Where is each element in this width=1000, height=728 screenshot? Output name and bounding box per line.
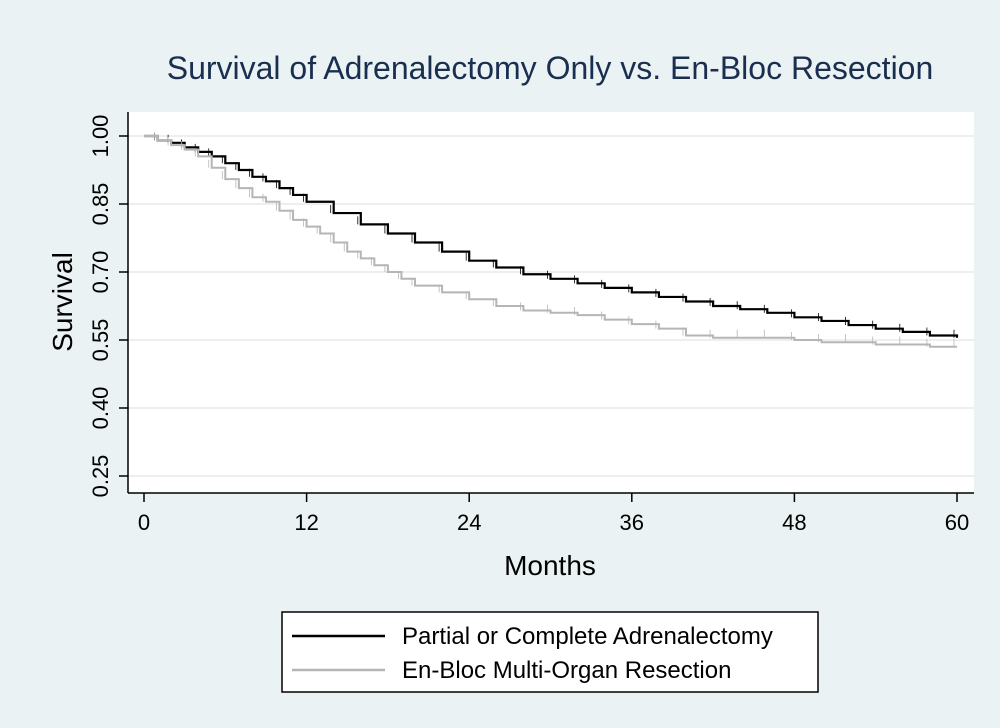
series-line-1 [144,135,957,348]
y-tick-label-0: 0.25 [88,455,113,498]
y-tick-label-4: 0.85 [88,183,113,226]
censor-marks-1 [154,132,955,347]
x-tick-label-1: 12 [294,510,318,535]
y-tick-label-5: 1.00 [88,115,113,158]
x-tick-label-0: 0 [138,510,150,535]
series-line-0 [144,134,959,338]
x-tick-label-2: 24 [457,510,481,535]
legend-label-en-bloc: En-Bloc Multi-Organ Resection [402,657,731,684]
plot-area [128,112,974,493]
grid [128,135,974,477]
x-axis-title: Months [504,550,596,581]
legend: Partial or Complete Adrenalectomy En-Blo… [281,611,819,693]
x-tick-label-5: 60 [945,510,969,535]
y-tick-label-1: 0.40 [88,387,113,430]
x-tick-label-3: 36 [620,510,644,535]
y-tick-label-2: 0.55 [88,319,113,362]
legend-box [281,611,819,693]
ticks: 0.25 0.40 0.55 0.70 0.85 1.00 0 12 24 36 48 60 [88,115,969,535]
legend-label-adrenalectomy: Partial or Complete Adrenalectomy [402,623,773,650]
series-lines [144,132,959,348]
y-axis-title: Survival [47,252,78,352]
chart-title: Survival of Adrenalectomy Only vs. En-Bl… [167,50,934,86]
axes [127,112,974,494]
x-tick-label-4: 48 [782,510,806,535]
y-tick-label-3: 0.70 [88,251,113,294]
